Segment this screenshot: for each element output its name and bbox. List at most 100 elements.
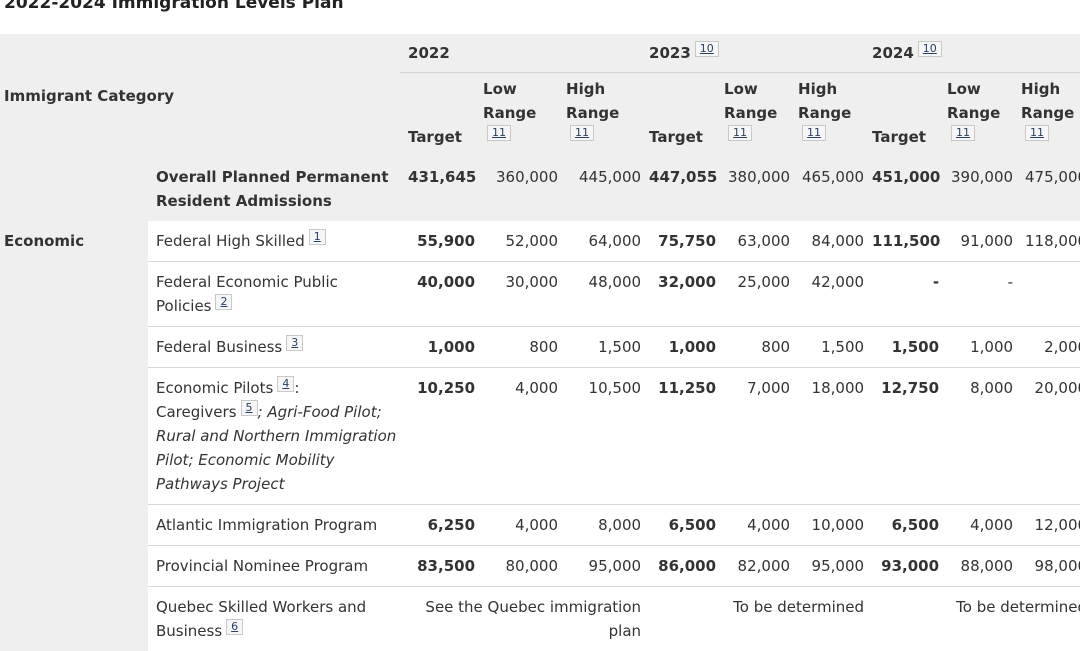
table-cell: 1,000 [641, 327, 716, 368]
table-cell: 91,000 [939, 221, 1013, 262]
quebec-2023-note: To be determined [641, 587, 864, 651]
footnote-link[interactable]: 11 [728, 125, 752, 141]
table-cell: 111,500 [864, 221, 939, 262]
target-header: Target [864, 73, 939, 158]
table-cell: 7,000 [716, 368, 790, 505]
table-cell: 2,000 [1013, 327, 1080, 368]
table-cell: 64,000 [558, 221, 641, 262]
table-cell: 42,000 [790, 262, 864, 327]
table-cell: 4,000 [475, 505, 558, 546]
quebec-2024-note: To be determined [864, 587, 1080, 651]
table-cell: 4,000 [716, 505, 790, 546]
target-header: Target [641, 73, 716, 158]
footnote-link[interactable]: 10 [918, 41, 942, 57]
table-cell: 6,500 [641, 505, 716, 546]
table-cell: 800 [716, 327, 790, 368]
table-cell: 82,000 [716, 546, 790, 587]
table-cell: 451,000 [864, 157, 939, 221]
table-row: Provincial Nominee Program 83,500 80,000… [0, 546, 1080, 587]
table-cell: 11,250 [641, 368, 716, 505]
table-cell: 98,000 [1013, 546, 1080, 587]
table-cell: 95,000 [790, 546, 864, 587]
table-cell: 12,750 [864, 368, 939, 505]
table-cell: 10,500 [558, 368, 641, 505]
table-cell: 10,000 [790, 505, 864, 546]
table-cell: 1,500 [558, 327, 641, 368]
table-cell: 12,000 [1013, 505, 1080, 546]
table-cell: 447,055 [641, 157, 716, 221]
table-cell: 95,000 [558, 546, 641, 587]
row-label: Atlantic Immigration Program [148, 505, 400, 546]
table-row-overall: Overall Planned Permanent Resident Admis… [0, 157, 1080, 221]
table-cell: 84,000 [790, 221, 864, 262]
table-cell: 1,500 [790, 327, 864, 368]
table-cell: 40,000 [400, 262, 475, 327]
footnote-link[interactable]: 5 [241, 400, 258, 416]
table-cell: 445,000 [558, 157, 641, 221]
table-cell: - [1013, 262, 1080, 327]
table-cell: 30,000 [475, 262, 558, 327]
table-cell: 465,000 [790, 157, 864, 221]
footnote-link[interactable]: 1 [309, 229, 326, 245]
table-cell: 80,000 [475, 546, 558, 587]
table-cell: 380,000 [716, 157, 790, 221]
table-cell: 75,750 [641, 221, 716, 262]
footnote-link[interactable]: 11 [802, 125, 826, 141]
footnote-link[interactable]: 2 [215, 294, 232, 310]
footnote-link[interactable]: 4 [277, 376, 294, 392]
table-cell: 83,500 [400, 546, 475, 587]
row-label: Overall Planned Permanent Resident Admis… [148, 157, 400, 221]
table-cell: 88,000 [939, 546, 1013, 587]
table-cell: 4,000 [939, 505, 1013, 546]
target-header: Target [400, 73, 475, 158]
footnote-link[interactable]: 6 [226, 619, 243, 635]
table-cell: 475,000 [1013, 157, 1080, 221]
table-cell: 86,000 [641, 546, 716, 587]
table-cell: 18,000 [790, 368, 864, 505]
footnote-link[interactable]: 11 [487, 125, 511, 141]
table-cell: 1,000 [400, 327, 475, 368]
table-cell: 25,000 [716, 262, 790, 327]
table-cell: 55,900 [400, 221, 475, 262]
table-cell: 6,250 [400, 505, 475, 546]
table-row: Atlantic Immigration Program 6,250 4,000… [0, 505, 1080, 546]
footnote-link[interactable]: 10 [695, 41, 719, 57]
year-header-2022: 2022 [400, 34, 641, 73]
quebec-2022-note: See the Quebec immigration plan [400, 587, 641, 651]
table-cell: 20,000 [1013, 368, 1080, 505]
category-cell: Economic [0, 221, 148, 651]
table-cell: 1,000 [939, 327, 1013, 368]
table-cell: 8,000 [558, 505, 641, 546]
category-header: Immigrant Category [0, 34, 400, 157]
footnote-link[interactable]: 3 [286, 335, 303, 351]
footnote-link[interactable]: 11 [570, 125, 594, 141]
table-cell: 63,000 [716, 221, 790, 262]
table-cell: 1,500 [864, 327, 939, 368]
footnote-link[interactable]: 11 [1025, 125, 1049, 141]
table-cell: 4,000 [475, 368, 558, 505]
footnote-link[interactable]: 11 [951, 125, 975, 141]
row-label: Provincial Nominee Program [148, 546, 400, 587]
table-cell: 360,000 [475, 157, 558, 221]
page-title: 2022-2024 Immigration Levels Plan [4, 0, 344, 13]
table-cell: 431,645 [400, 157, 475, 221]
table-cell: 800 [475, 327, 558, 368]
table-cell: 390,000 [939, 157, 1013, 221]
table-cell: 10,250 [400, 368, 475, 505]
table-cell: 118,000 [1013, 221, 1080, 262]
